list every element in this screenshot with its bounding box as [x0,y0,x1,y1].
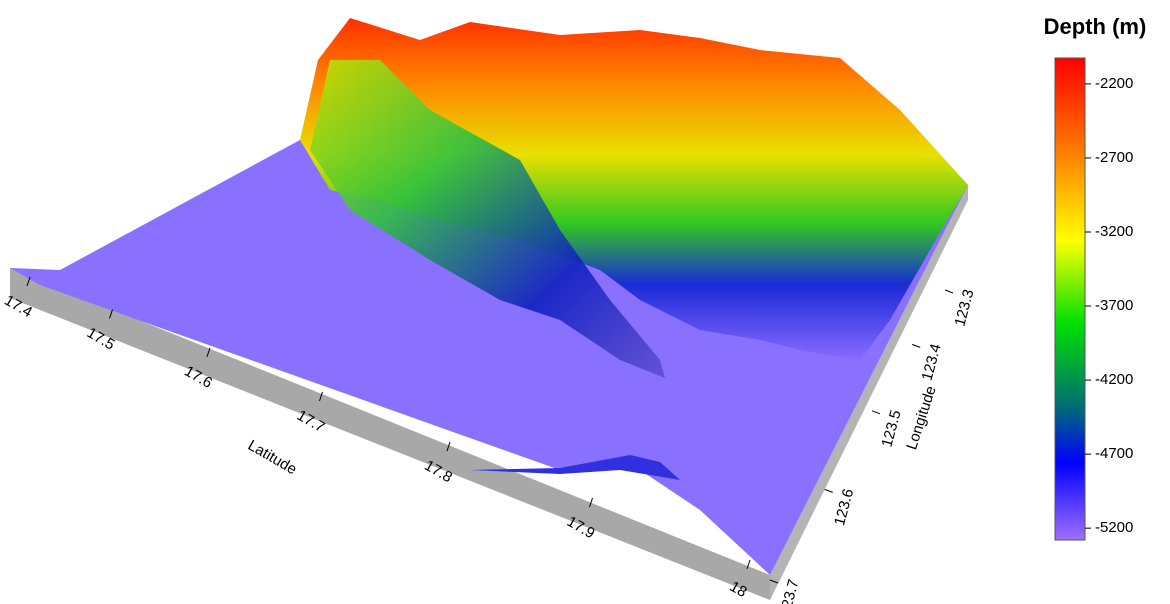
y-tick-label: 123.3 [951,288,977,329]
x-axis-label: Latitude [245,437,300,478]
x-tick-label: 18 [727,578,750,601]
ridge [310,60,665,378]
y-tick [769,579,779,584]
box-side-right [770,185,968,600]
colorbar-title: Depth (m) [1044,14,1147,39]
x-tick [746,559,751,570]
y-axis-label: Longitude [903,384,940,452]
colorbar-tick-label: -3200 [1095,223,1133,240]
colorbar-tick-label: -2700 [1095,149,1133,166]
y-tick-label: 123.7 [776,578,802,604]
x-tick [446,441,451,452]
x-tick [319,391,323,402]
y-tick-label: 123.5 [879,408,905,449]
plateau [300,18,968,360]
x-tick [589,497,593,508]
colorbar-tick-label: -5200 [1095,519,1133,536]
box-side-front [10,268,770,600]
x-tick [109,309,113,319]
colorbar-tick-label: -4200 [1095,371,1133,388]
x-tick [206,347,211,357]
rim [470,455,680,480]
y-tick [944,289,954,294]
y-tick-label: 123.4 [919,342,945,383]
colorbar-tick-label: -4700 [1095,445,1133,462]
terrain [10,18,968,600]
colorbar-tick-label: -3700 [1095,297,1133,314]
y-tick [871,410,881,415]
colorbar-tick-label: -2200 [1095,75,1133,92]
x-tick [26,276,31,287]
colorbar [1054,57,1086,541]
y-tick [912,343,921,348]
y-tick-label: 123.6 [831,487,857,528]
y-tick [824,488,833,493]
